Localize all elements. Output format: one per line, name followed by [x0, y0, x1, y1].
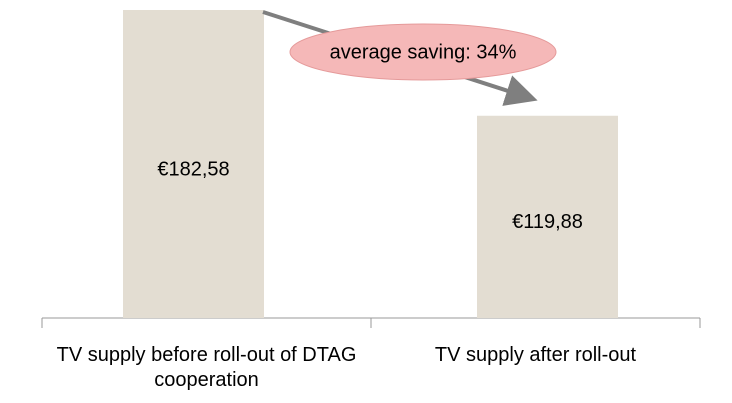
annotation-bubble — [289, 23, 557, 81]
bars: €182,58 €119,88 — [123, 10, 618, 318]
value-label: €119,88 — [512, 211, 583, 233]
value-label: €182,58 — [157, 158, 229, 180]
bar — [477, 115, 618, 318]
x-tick-label: TV supply after roll-out — [434, 344, 637, 366]
x-tick-label: TV supply before roll-out of DTAG cooper… — [56, 344, 357, 391]
annotation: average saving: 34% — [330, 41, 517, 63]
bar — [123, 10, 264, 318]
